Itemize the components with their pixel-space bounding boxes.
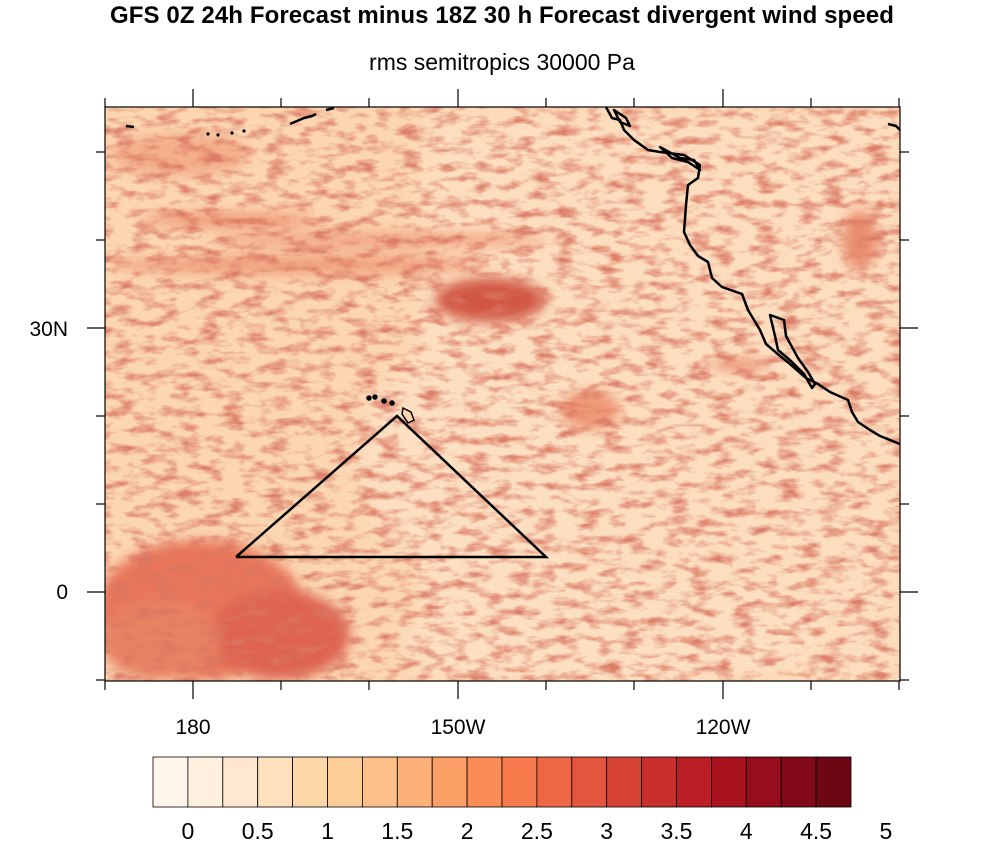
map-title: GFS 0Z 24h Forecast minus 18Z 30 h Forec… (110, 2, 894, 29)
colorbar-box (780, 756, 817, 808)
colorbar (152, 756, 852, 808)
colorbar-label: 0 (181, 818, 195, 844)
colorbar-label: 1.5 (381, 818, 414, 844)
colorbar-label: 4 (739, 818, 753, 844)
colorbar-label: 5 (879, 818, 893, 844)
colorbar-box (292, 756, 328, 808)
colorbar-label: 1 (321, 818, 334, 844)
lat-label-30n: 30N (29, 318, 68, 341)
coastline (125, 106, 901, 446)
colorbar-label: 0.5 (241, 818, 274, 844)
hawaii-islands (366, 394, 415, 424)
colorbar-box (571, 756, 608, 808)
lon-label-150w: 150W (430, 716, 486, 739)
lon-label-120w: 120W (695, 716, 751, 739)
colorbar-box (327, 756, 363, 808)
colorbar-box (501, 756, 538, 808)
colorbar-box (536, 756, 573, 808)
colorbar-box (222, 756, 259, 808)
aleutian-islands (206, 129, 246, 137)
colorbar-box (676, 756, 712, 808)
colorbar-box (745, 756, 782, 808)
colorbar-box (815, 756, 852, 808)
colorbar-box (466, 756, 503, 808)
colorbar-box (396, 756, 433, 808)
colorbar-box (711, 756, 747, 808)
colorbar-box (606, 756, 643, 808)
colorbar-box (187, 756, 224, 808)
colorbar-label: 3.5 (660, 818, 693, 844)
colorbar-label: 2 (460, 818, 474, 844)
colorbar-box (431, 756, 468, 808)
lon-label-180: 180 (175, 716, 211, 739)
colorbar-box (361, 756, 398, 808)
lat-label-0: 0 (56, 581, 68, 604)
colorbar-label: 2.5 (520, 818, 553, 844)
colorbar-box (152, 756, 189, 808)
wind-speed-field (105, 107, 900, 681)
colorbar-box (257, 756, 294, 808)
map-subtitle: rms semitropics 30000 Pa (369, 49, 635, 75)
colorbar-label: 4.5 (800, 818, 833, 844)
map-frame (87, 89, 918, 699)
colorbar-box (641, 756, 677, 808)
colorbar-label: 3 (600, 818, 614, 844)
region-triangle (235, 414, 550, 559)
